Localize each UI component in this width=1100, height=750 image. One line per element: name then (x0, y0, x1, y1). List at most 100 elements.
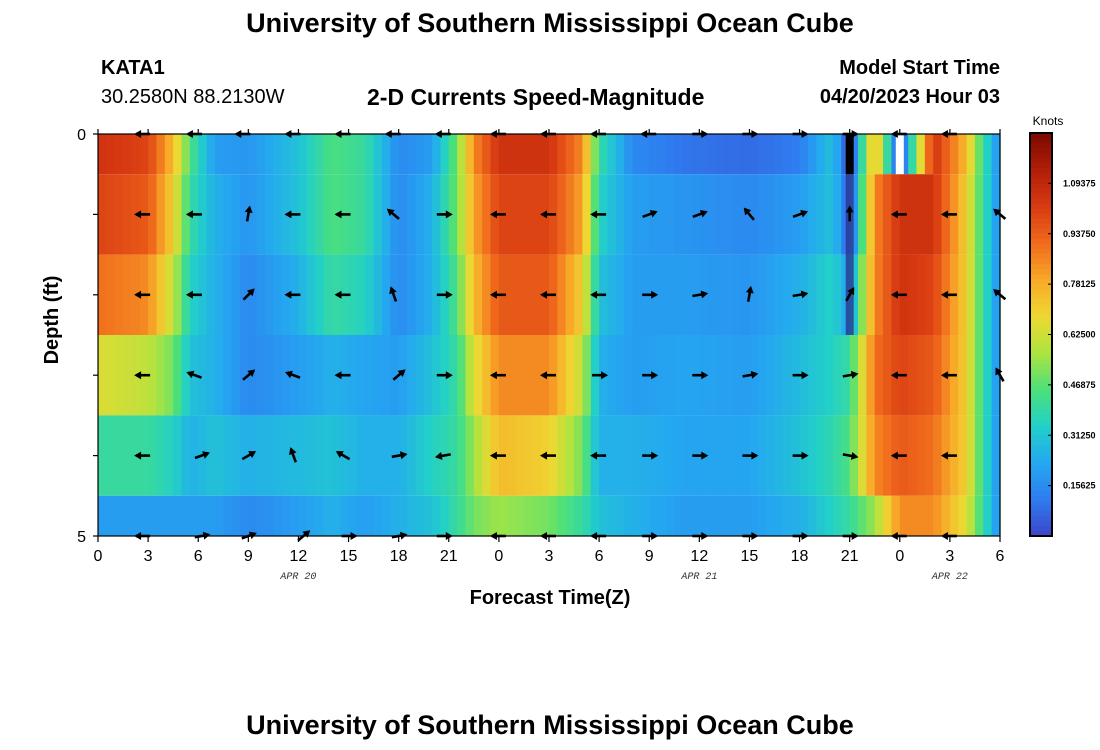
heatmap-cell (707, 254, 717, 335)
colorbar-segment (1030, 274, 1052, 280)
colorbar-segment (1030, 258, 1052, 265)
heatmap-cell (924, 415, 934, 496)
heatmap-cell (164, 134, 174, 175)
direction-arrow (590, 290, 607, 299)
direction-arrow (940, 290, 957, 299)
heatmap-cell (832, 254, 842, 335)
arrow-head (489, 290, 497, 299)
colorbar-segment (1030, 420, 1052, 426)
heatmap-cell (832, 335, 842, 416)
heatmap-cell (866, 415, 876, 496)
arrow-head (649, 210, 658, 218)
heatmap-cell (532, 335, 542, 416)
heatmap-cell (816, 335, 826, 416)
heatmap-cell (883, 335, 893, 416)
heatmap-cell (432, 335, 442, 416)
arrow-head (940, 290, 948, 299)
heatmap-cell (482, 254, 492, 335)
heatmap-cell (173, 174, 183, 255)
heatmap-cell (306, 335, 316, 416)
heatmap-cell (540, 495, 550, 536)
direction-arrow (592, 371, 609, 380)
heatmap-cell (933, 415, 943, 496)
colorbar-segment (1030, 304, 1052, 310)
arrow-head (847, 287, 855, 296)
colorbar-segment (1030, 213, 1052, 220)
heatmap-cell (866, 254, 876, 335)
heatmap-cell (306, 174, 316, 255)
heatmap-cell (615, 134, 625, 175)
heatmap-cell (448, 495, 458, 536)
heatmap-cell (214, 495, 224, 536)
colorbar-segment (1030, 203, 1052, 210)
colorbar-segment (1030, 339, 1052, 346)
heatmap-cell (231, 254, 241, 335)
colorbar-tick-label: 1.09375 (1063, 178, 1096, 188)
heatmap-cell (824, 335, 834, 416)
heatmap-cell (607, 415, 617, 496)
heatmap-cell (423, 134, 433, 175)
heatmap-cell (816, 134, 826, 175)
heatmap-cell (156, 415, 166, 496)
heatmap-cell (716, 335, 725, 416)
heatmap-cell (415, 254, 425, 335)
heatmap-cell (373, 335, 383, 416)
heatmap-cell (874, 174, 884, 255)
heatmap-cell (774, 254, 784, 335)
arrow-head (540, 290, 547, 299)
heatmap-cell (749, 174, 759, 255)
heatmap-cell (807, 415, 817, 496)
heatmap-cell (298, 174, 308, 255)
arrow-head (890, 451, 898, 460)
colorbar-segment (1030, 329, 1052, 335)
colorbar-segment (1030, 233, 1052, 240)
heatmap-cell (214, 415, 224, 496)
colorbar-segment (1030, 153, 1052, 159)
heatmap-cell (214, 254, 224, 335)
heatmap-cell (298, 495, 308, 536)
heatmap-cell (265, 335, 274, 416)
heatmap-cell (908, 134, 918, 175)
colorbar-segment (1030, 389, 1052, 396)
arrow-head (445, 371, 453, 380)
arrow-head (489, 210, 497, 219)
arrow-head (445, 290, 453, 299)
heatmap-cell (398, 495, 408, 536)
heatmap-cell (265, 254, 274, 335)
heatmap-cell (423, 495, 433, 536)
heatmap-cell (974, 174, 984, 255)
heatmap-cell (615, 415, 625, 496)
heatmap-cell (223, 495, 233, 536)
heatmap-cell (916, 415, 926, 496)
heatmap-cell (381, 134, 391, 175)
arrow-head (386, 208, 395, 217)
direction-arrow (692, 290, 709, 299)
direction-arrow (940, 451, 957, 460)
heatmap-cell (523, 495, 533, 536)
heatmap-cell (356, 134, 366, 175)
heatmap-cell (381, 415, 391, 496)
heatmap-cell (883, 415, 893, 496)
heatmap-cell (649, 495, 659, 536)
heatmap-cell (741, 254, 751, 335)
arrow-head (800, 290, 809, 299)
direction-arrow (436, 210, 453, 219)
direction-arrow (391, 451, 408, 460)
heatmap-cell (958, 174, 968, 255)
heatmap-cell (899, 134, 909, 175)
arrow-head (284, 290, 292, 299)
colorbar-segment (1030, 133, 1052, 139)
direction-arrow (540, 371, 556, 380)
heatmap-cell (323, 254, 333, 335)
colorbar-segment (1030, 369, 1052, 376)
heatmap-cell (966, 415, 976, 496)
heatmap-cell (832, 415, 842, 496)
heatmap-cell (223, 134, 233, 175)
heatmap-cell (181, 134, 191, 175)
heatmap-cell (507, 335, 517, 416)
colorbar-segment (1030, 324, 1052, 330)
heatmap-cell (549, 495, 558, 536)
heatmap-cell (331, 415, 341, 496)
heatmap-cell (131, 134, 141, 175)
heatmap-cell (782, 134, 792, 175)
